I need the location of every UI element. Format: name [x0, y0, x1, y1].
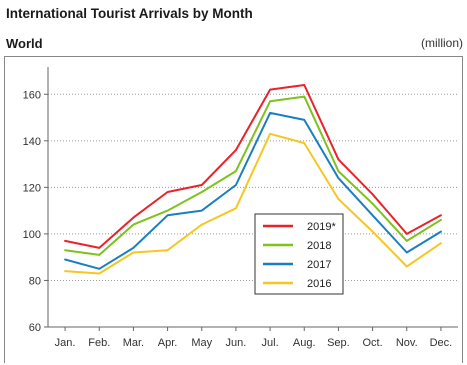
y-tick-label: 80	[29, 275, 41, 287]
legend-label: 2017	[307, 259, 331, 271]
series-line-2018	[64, 95, 442, 256]
y-tick-label: 160	[23, 89, 41, 101]
unit-label: (million)	[421, 36, 463, 50]
legend-label: 2018	[307, 240, 331, 252]
x-tick-label: Apr.	[158, 337, 178, 349]
axes	[44, 67, 458, 331]
series-line-2016	[64, 132, 442, 275]
y-tick-label: 100	[23, 229, 41, 241]
x-tick-label: Jun.	[226, 337, 247, 349]
y-tick-label: 140	[23, 136, 41, 148]
y-tick-label: 60	[29, 322, 41, 334]
x-tick-label: Mar.	[123, 337, 144, 349]
x-tick-label: Jul.	[262, 337, 279, 349]
x-tick-label: Oct.	[362, 337, 382, 349]
grid-lines	[48, 93, 458, 281]
x-tick-label: Sep.	[327, 337, 350, 349]
legend-label: 2016	[307, 278, 331, 290]
chart-title: International Tourist Arrivals by Month	[6, 6, 253, 21]
y-tick-label: 120	[23, 182, 41, 194]
x-tick-label: Jan.	[55, 337, 76, 349]
legend-label: 2019*	[307, 221, 336, 233]
series-lines	[64, 84, 442, 275]
x-tick-label: May	[191, 337, 212, 349]
legend: 2019* 2018 2017 2016	[254, 213, 344, 295]
series-line-2017	[64, 111, 442, 270]
x-tick-label: Aug.	[293, 337, 316, 349]
x-tick-label: Feb.	[88, 337, 110, 349]
x-tick-label: Nov.	[396, 337, 418, 349]
x-tick-labels: Jan. Feb. Mar. Apr. May Jun. Jul. Aug. Sep. Oct. N…	[55, 337, 453, 349]
legend-box	[254, 213, 344, 295]
x-tick-label: Dec.	[430, 337, 453, 349]
region-label: World	[6, 36, 43, 51]
y-tick-labels: 60 80 100 120 140 160	[23, 89, 41, 334]
chart-frame	[4, 56, 463, 363]
series-line-2019	[64, 84, 442, 249]
